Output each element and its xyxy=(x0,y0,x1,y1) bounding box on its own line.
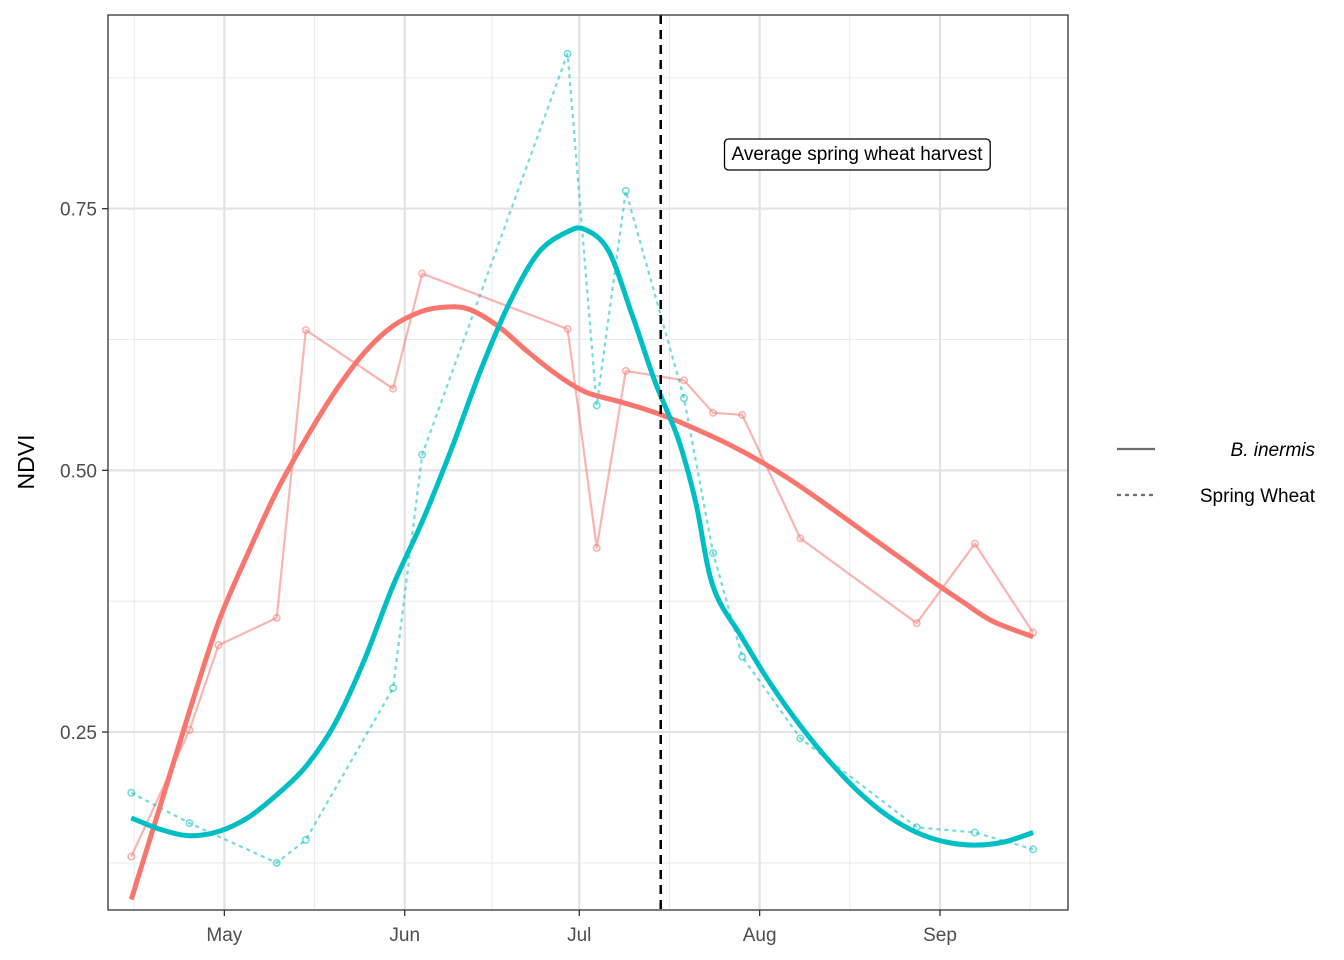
observed-line-spring-wheat xyxy=(130,52,1034,864)
observed-point-b-inermis-8 xyxy=(592,543,601,552)
observed-point-spring-wheat-1 xyxy=(185,819,194,828)
observed-point-b-inermis-12 xyxy=(738,410,747,419)
harvest-annotation-text: Average spring wheat harvest xyxy=(731,144,983,165)
observed-point-b-inermis-10 xyxy=(679,376,688,385)
observed-point-spring-wheat-11 xyxy=(738,652,747,661)
x-tick-label: Jun xyxy=(389,925,420,946)
smoothed-line-spring-wheat xyxy=(130,225,1034,848)
observed-point-b-inermis-7 xyxy=(563,325,572,334)
observed-point-b-inermis-14 xyxy=(912,619,921,628)
legend-label-b-inermis: B. inermis xyxy=(1231,440,1316,461)
observed-point-spring-wheat-8 xyxy=(621,186,630,195)
observed-point-b-inermis-2 xyxy=(214,641,223,650)
observed-point-b-inermis-5 xyxy=(389,384,398,393)
x-tick-label: Aug xyxy=(743,925,777,946)
legend-label-spring-wheat: Spring Wheat xyxy=(1200,486,1316,507)
x-tick-label: May xyxy=(206,925,242,946)
observed-point-b-inermis-3 xyxy=(272,613,281,622)
observed-point-b-inermis-11 xyxy=(709,408,718,417)
observed-point-b-inermis-4 xyxy=(301,326,310,335)
observed-point-spring-wheat-7 xyxy=(592,401,601,410)
panel-border xyxy=(107,14,1069,911)
observed-point-spring-wheat-5 xyxy=(418,450,427,459)
x-tick-label: Jul xyxy=(567,925,591,946)
observed-point-spring-wheat-0 xyxy=(127,788,136,797)
harvest-annotation-box xyxy=(723,138,991,171)
y-axis-title: NDVI xyxy=(13,435,39,490)
data-layer xyxy=(127,49,1038,901)
observed-line-b-inermis xyxy=(130,272,1035,858)
axis-layer: 0.25 0.50 0.75 May Jun Jul Aug Sep xyxy=(60,14,1069,946)
y-tick-label: 0.25 xyxy=(60,723,97,744)
y-tick-label: 0.50 xyxy=(60,461,97,482)
observed-point-spring-wheat-14 xyxy=(970,828,979,837)
observed-point-b-inermis-13 xyxy=(796,534,805,543)
observed-point-spring-wheat-3 xyxy=(301,835,310,844)
smoothed-line-b-inermis xyxy=(128,304,1034,901)
x-tick-label: Sep xyxy=(923,925,957,946)
observed-point-b-inermis-15 xyxy=(970,539,979,548)
observed-point-b-inermis-9 xyxy=(621,366,630,375)
observed-point-spring-wheat-2 xyxy=(272,858,281,867)
observed-point-spring-wheat-12 xyxy=(796,734,805,743)
legend: B. inermis Spring Wheat xyxy=(1117,440,1316,507)
observed-point-spring-wheat-6 xyxy=(563,49,572,58)
observed-point-spring-wheat-10 xyxy=(709,549,718,558)
annotation-layer: Average spring wheat harvest xyxy=(659,15,991,910)
observed-point-spring-wheat-9 xyxy=(679,394,688,403)
observed-point-b-inermis-0 xyxy=(127,852,136,861)
observed-point-spring-wheat-4 xyxy=(389,684,398,693)
observed-point-b-inermis-6 xyxy=(418,269,427,278)
y-tick-label: 0.75 xyxy=(60,200,97,221)
observed-point-spring-wheat-15 xyxy=(1029,845,1038,854)
